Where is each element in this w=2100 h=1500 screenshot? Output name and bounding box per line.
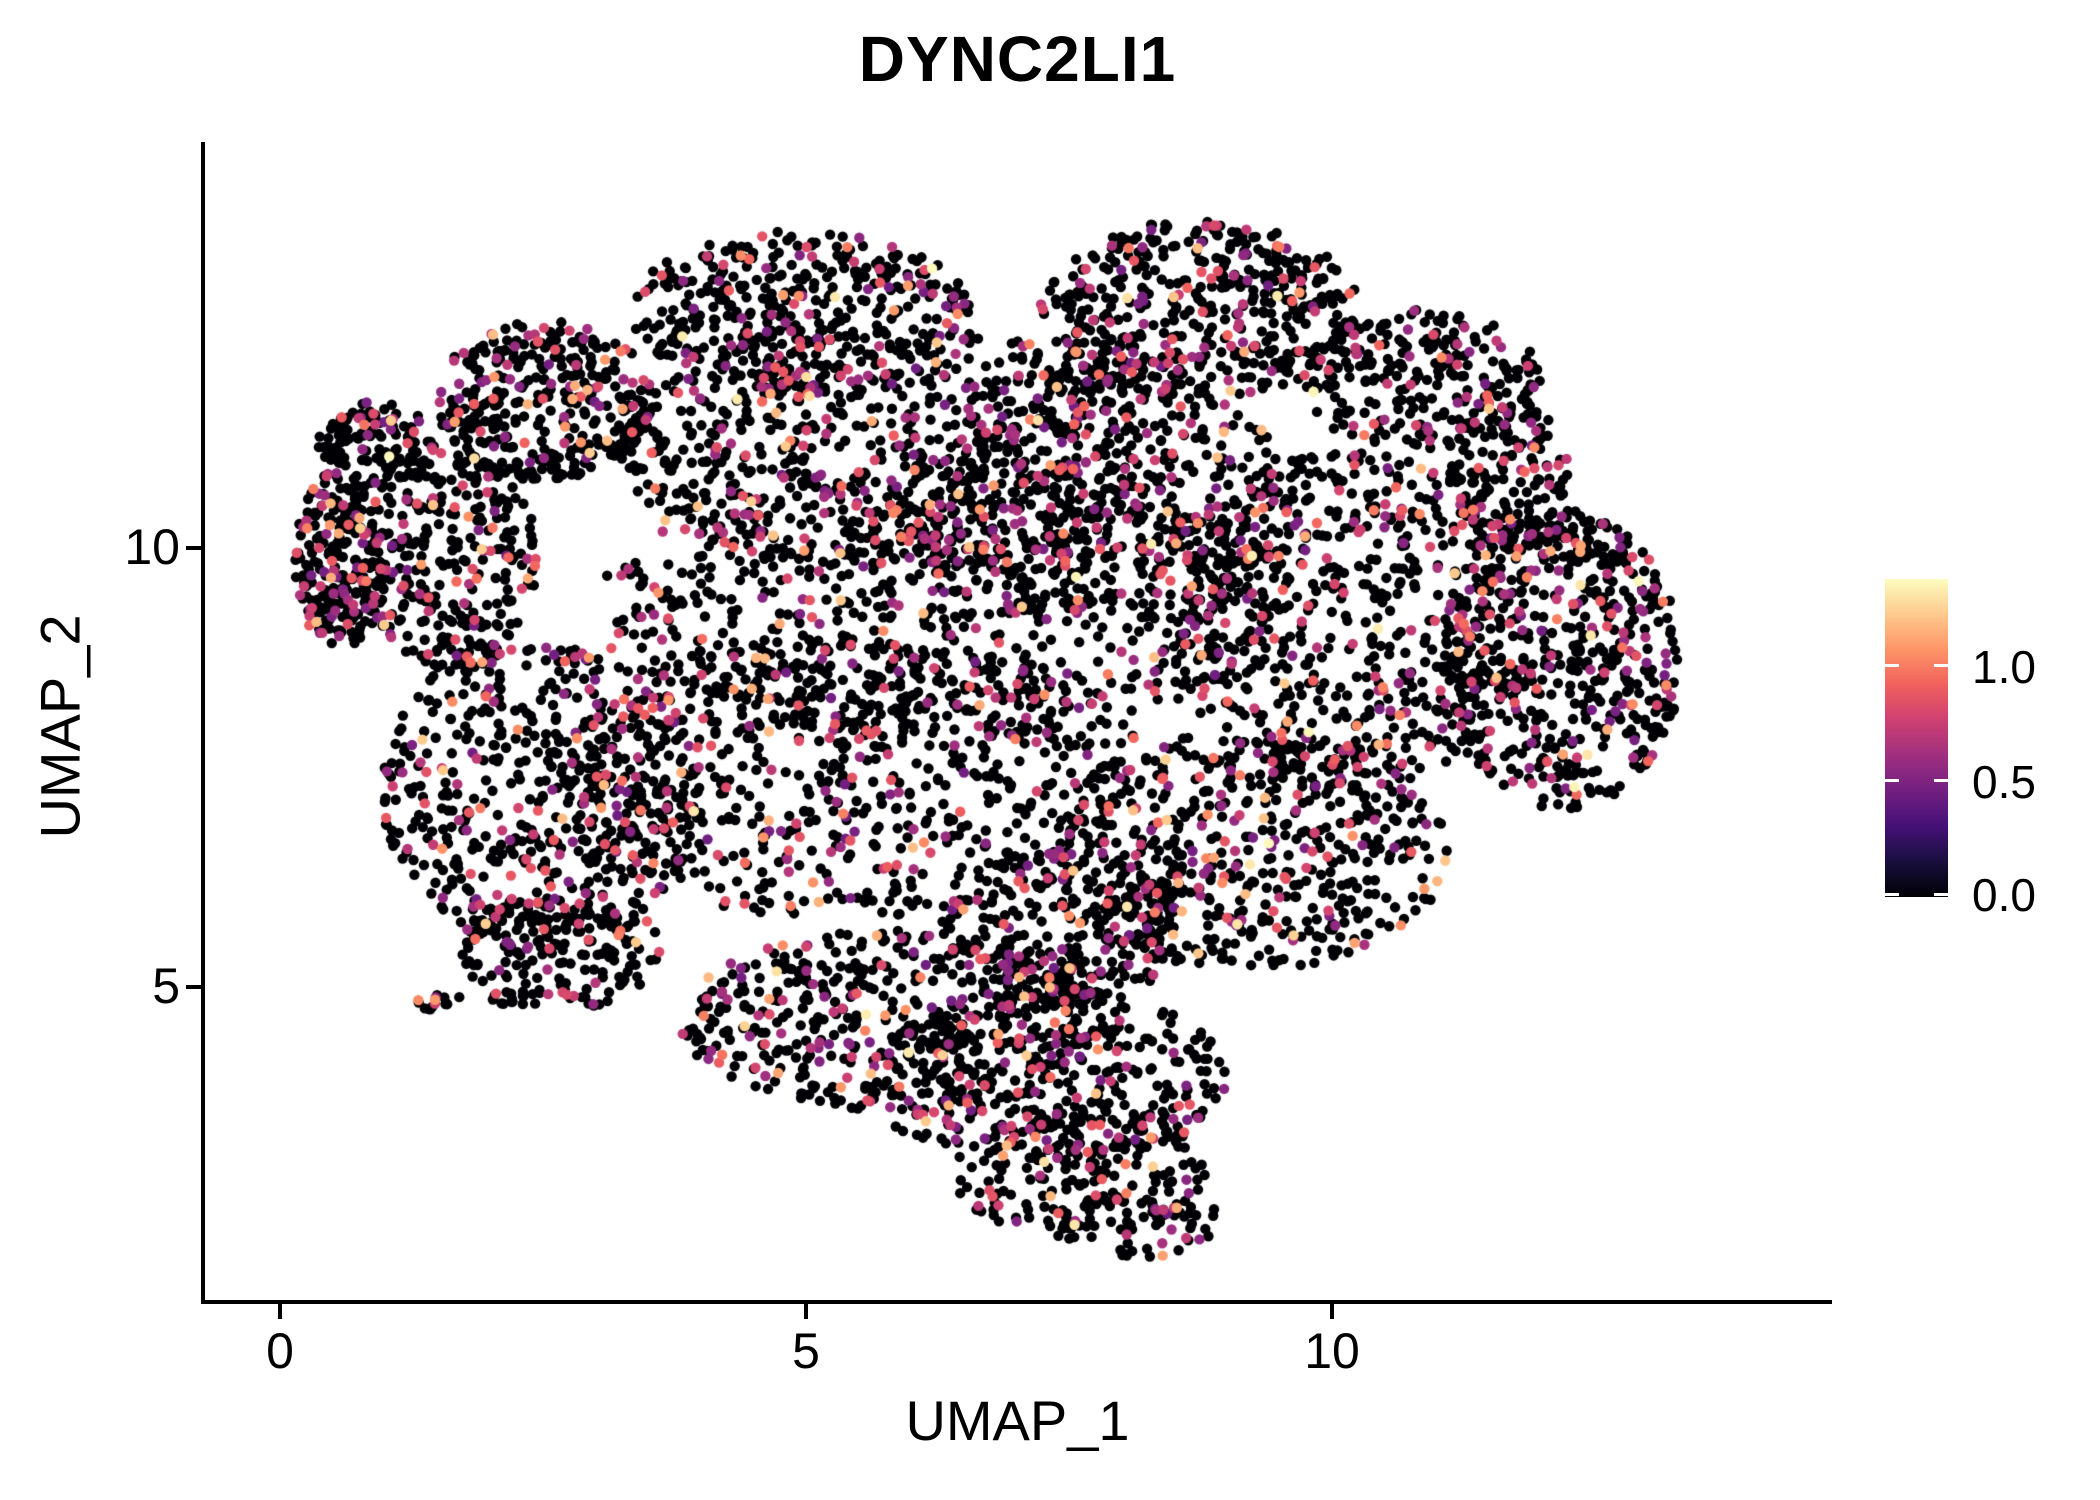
y-tick-5 [186,985,201,989]
colorbar-gradient [1885,579,1948,897]
x-tick-5 [804,1304,808,1319]
x-tick-label-0: 0 [266,1323,294,1379]
x-axis-line [201,1300,1832,1304]
colorbar-tick-0.5-left [1885,779,1899,782]
colorbar-tick-0.0-right [1934,893,1948,896]
x-axis-title: UMAP_1 [905,1389,1130,1452]
colorbar-tick-0.5-right [1934,779,1948,782]
colorbar-tick-1.0-right [1934,664,1948,667]
colorbar-label-0.5: 0.5 [1972,756,2036,808]
x-tick-10 [1330,1304,1334,1319]
y-tick-label-5: 5 [152,958,180,1014]
colorbar-label-0.0: 0.0 [1972,869,2036,921]
umap-scatter-canvas [205,142,1830,1302]
x-tick-0 [278,1304,282,1319]
colorbar-label-1.0: 1.0 [1972,641,2036,693]
plot-title: DYNC2LI1 [858,23,1177,95]
y-tick-label-10: 10 [124,519,180,575]
y-axis-title: UMAP_2 [28,614,92,839]
colorbar-tick-0.0-left [1885,893,1899,896]
x-tick-label-10: 10 [1304,1323,1360,1379]
y-axis-line [201,142,205,1304]
y-tick-10 [186,546,201,550]
colorbar-tick-1.0-left [1885,664,1899,667]
x-tick-label-5: 5 [792,1323,820,1379]
